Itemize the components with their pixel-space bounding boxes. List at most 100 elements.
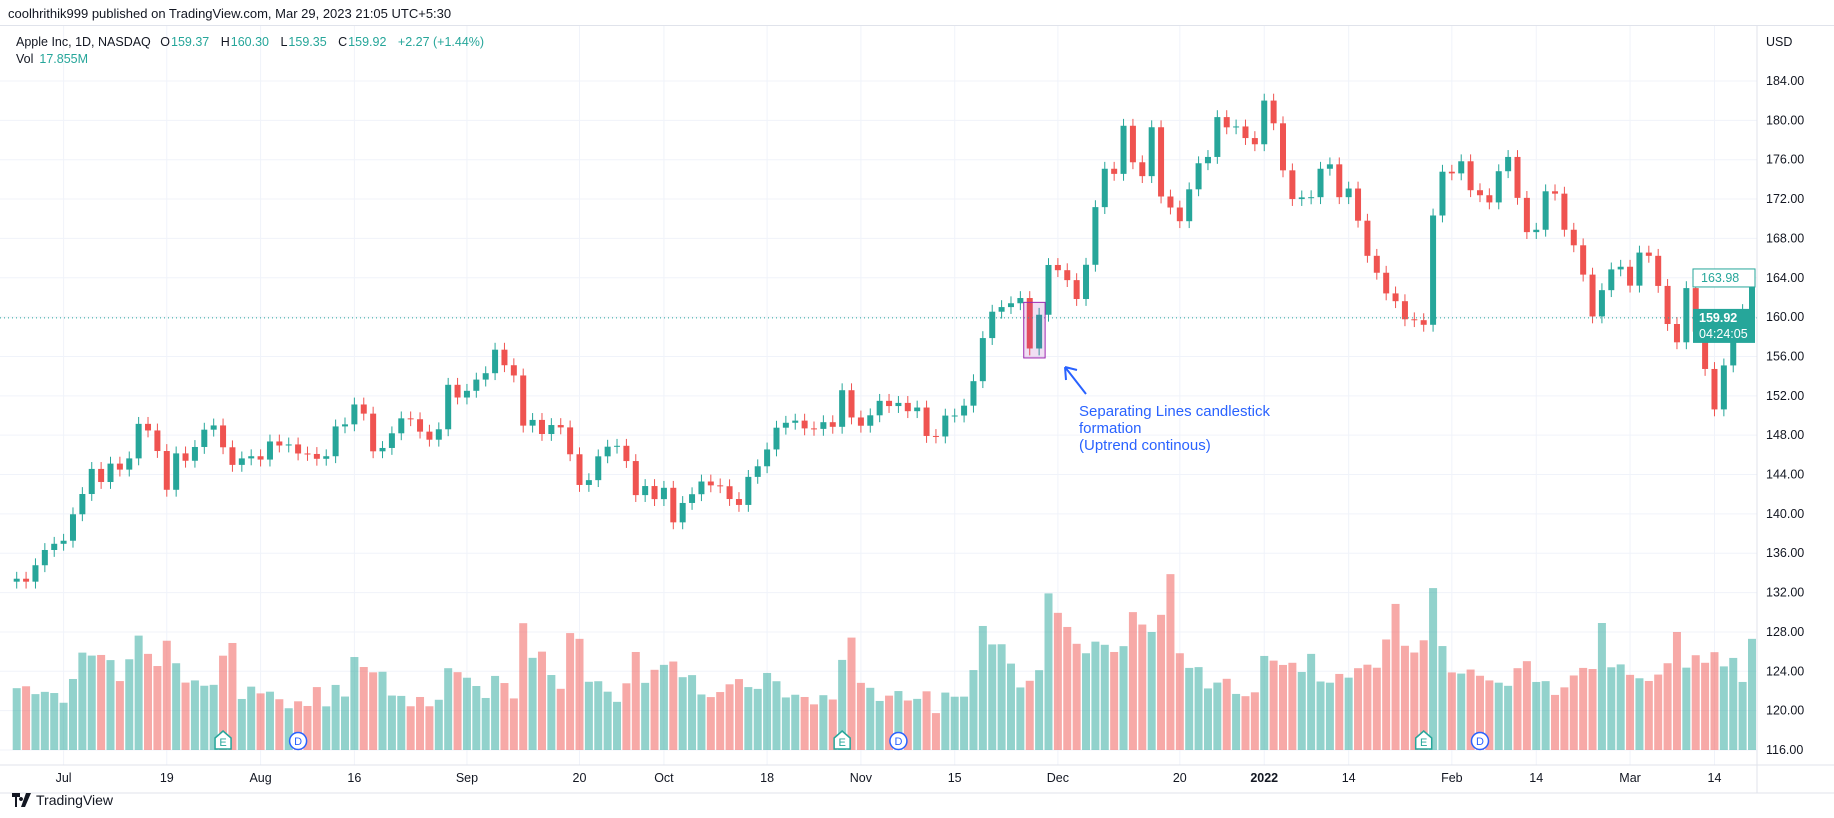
candle-body (1298, 197, 1305, 200)
volume-bar (791, 694, 800, 750)
volume-bar (1044, 593, 1053, 750)
candle-body (435, 429, 442, 440)
volume-bar (1410, 652, 1419, 750)
volume-bar (1325, 682, 1334, 750)
volume-bar (256, 693, 265, 750)
candle-body (370, 413, 377, 452)
volume-bar (1579, 667, 1588, 750)
y-tick-label: 164.00 (1766, 271, 1804, 285)
candle-body (895, 402, 902, 407)
volume-bar (1222, 678, 1231, 750)
volume-bar (1100, 644, 1109, 750)
candle-body (548, 425, 555, 434)
volume-bar (434, 699, 443, 750)
candle-body (501, 349, 508, 366)
y-tick-label: 168.00 (1766, 231, 1804, 245)
volume-bar (462, 677, 471, 750)
volume-bar (275, 699, 284, 750)
x-tick-label: 14 (1708, 771, 1722, 785)
volume-bar (341, 696, 349, 750)
chart-frame (0, 25, 1834, 794)
candle-body (398, 418, 405, 434)
last-close-label: 163.98 (1701, 271, 1739, 285)
candle-body (1430, 215, 1437, 325)
volume-bar (1297, 671, 1306, 750)
candle-body (1251, 138, 1258, 145)
candle-body (989, 311, 996, 339)
candle-body (304, 453, 311, 455)
annotation-text[interactable]: Separating Lines candlestick formation (… (1079, 403, 1270, 454)
candle-body (961, 405, 968, 416)
low-value: 159.35 (288, 35, 327, 49)
volume-bar (331, 684, 340, 750)
candle-body (1552, 191, 1559, 194)
volume-bar (1475, 675, 1484, 750)
candle-body (492, 349, 499, 374)
volume-bar (1344, 677, 1353, 750)
volume-bar (1119, 646, 1128, 750)
candle-body (735, 499, 742, 505)
candle-body (1326, 164, 1333, 169)
volume-bar (772, 681, 781, 750)
volume-bar (1363, 664, 1372, 750)
candle-body (923, 407, 930, 436)
volume-bar (78, 652, 87, 750)
volume-bar (1185, 667, 1194, 750)
candle-body (1655, 255, 1662, 286)
candle-body (257, 456, 264, 460)
volume-bar (1354, 668, 1363, 750)
volume-bar (1288, 662, 1297, 750)
volume-bar (1738, 681, 1747, 750)
candle-body (726, 486, 733, 500)
candle-body (1542, 191, 1549, 230)
candle-body (1476, 190, 1483, 196)
volume-bar (425, 706, 434, 750)
x-tick-label: 14 (1342, 771, 1356, 785)
high-value: 160.30 (230, 35, 269, 49)
volume-bar (444, 668, 453, 750)
candle-body (1580, 245, 1587, 275)
symbol-title[interactable]: Apple Inc, 1D, NASDAQ (16, 35, 151, 49)
volume-bar (1485, 680, 1494, 750)
volume-bar (1157, 614, 1166, 750)
candle-body (567, 427, 574, 455)
volume-bar (622, 683, 631, 750)
candle-body (1664, 285, 1671, 325)
volume-bar (181, 682, 190, 750)
volume-bar (1063, 626, 1072, 750)
volume-bar (1569, 675, 1578, 750)
volume-bar (1588, 669, 1597, 750)
candle-body (1186, 189, 1193, 222)
volume-bar (172, 663, 181, 750)
volume-bar (669, 661, 678, 750)
volume-bar (641, 682, 650, 750)
candle-body (998, 307, 1005, 312)
candle-body (1589, 274, 1596, 317)
volume-bar (584, 681, 593, 750)
candle-body (51, 543, 58, 550)
volume-bar (209, 684, 218, 750)
candle-body (1064, 270, 1071, 281)
volume-label[interactable]: Vol (16, 52, 34, 66)
tradingview-logo[interactable]: TradingView (12, 792, 113, 808)
volume-bar (144, 653, 153, 750)
volume-bar (22, 686, 31, 750)
y-tick-label: 152.00 (1766, 389, 1804, 403)
dividend-icon (1470, 731, 1490, 751)
candle-body (417, 419, 424, 432)
candle-body (473, 379, 480, 391)
earnings-label: E (1420, 737, 1427, 749)
volume-bar (481, 697, 490, 750)
volume-bar (753, 688, 762, 750)
volume-bar (725, 684, 734, 750)
candle-body (1711, 368, 1718, 410)
candle-body (266, 441, 273, 460)
open-label: O (160, 35, 170, 49)
volume-bar (838, 659, 847, 750)
volume-bar (744, 687, 753, 750)
y-tick-label: 128.00 (1766, 625, 1804, 639)
candle-body (1608, 269, 1615, 291)
candle-body (285, 444, 292, 446)
volume-bar (1091, 641, 1100, 750)
